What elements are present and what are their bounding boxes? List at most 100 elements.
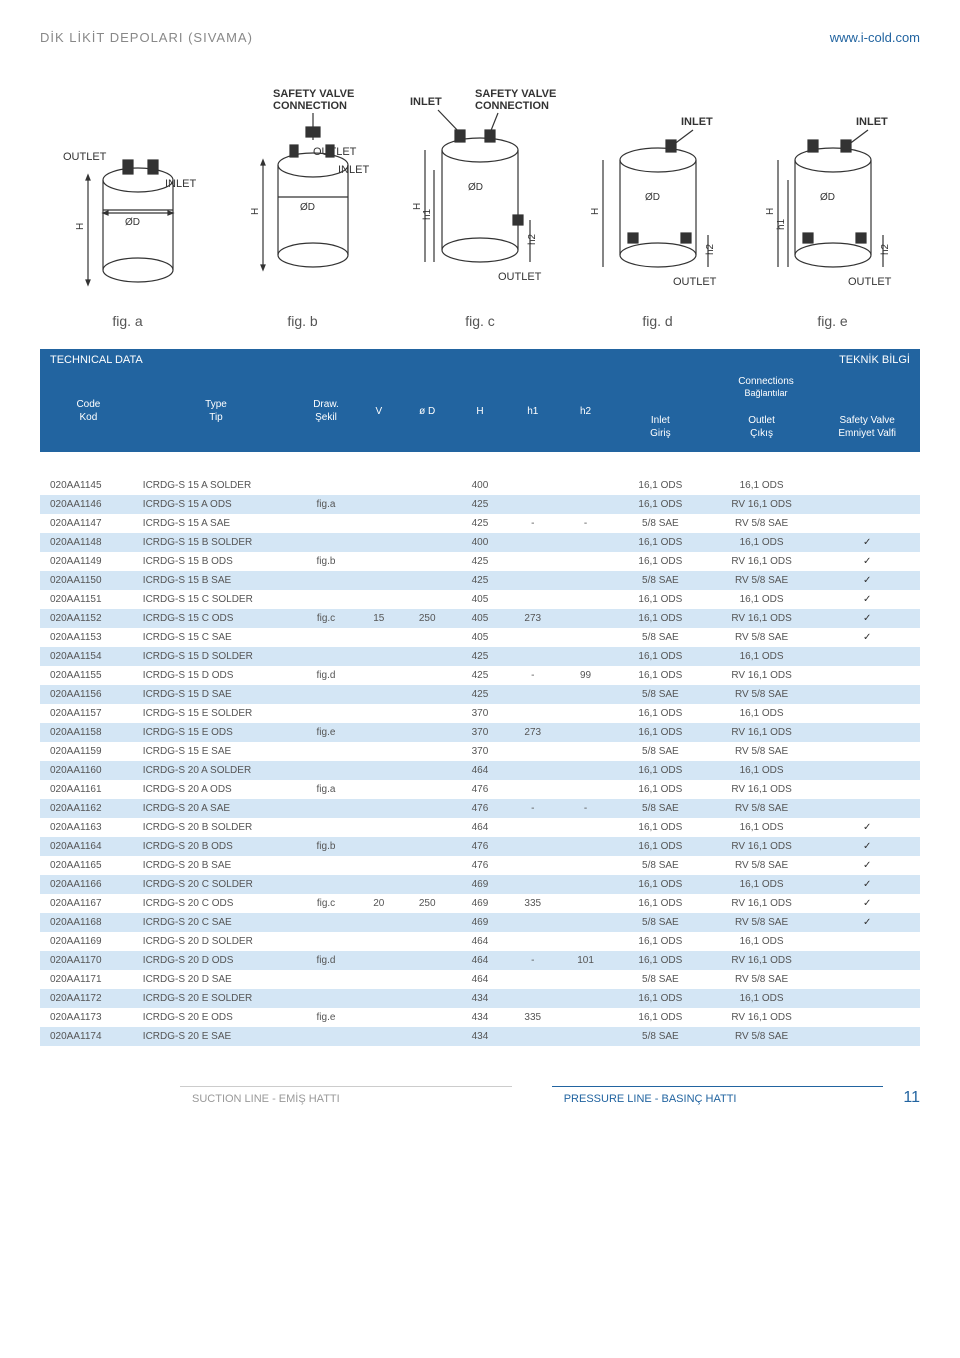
cell-h1: - bbox=[506, 951, 559, 970]
cell-code: 020AA1148 bbox=[40, 533, 137, 552]
cell-code: 020AA1174 bbox=[40, 1027, 137, 1046]
cell-h1 bbox=[506, 704, 559, 723]
band-right: TEKNİK BİLGİ bbox=[839, 354, 910, 366]
cell-inlet: 16,1 ODS bbox=[612, 875, 709, 894]
cell-type: ICRDG-S 15 E ODS bbox=[137, 723, 295, 742]
cell-h1 bbox=[506, 476, 559, 495]
cell-sv bbox=[814, 514, 920, 533]
cell-inlet: 16,1 ODS bbox=[612, 837, 709, 856]
cell-code: 020AA1146 bbox=[40, 495, 137, 514]
table-row: 020AA1158ICRDG-S 15 E ODSfig.e37027316,1… bbox=[40, 723, 920, 742]
cell-draw bbox=[295, 571, 357, 590]
cell-sv: ✓ bbox=[814, 894, 920, 913]
cell-oD bbox=[401, 704, 454, 723]
cell-outlet: RV 5/8 SAE bbox=[709, 1027, 815, 1046]
cell-outlet: 16,1 ODS bbox=[709, 476, 815, 495]
cell-oD bbox=[401, 913, 454, 932]
cell-type: ICRDG-S 15 B ODS bbox=[137, 552, 295, 571]
cell-h1 bbox=[506, 571, 559, 590]
cell-h1 bbox=[506, 1027, 559, 1046]
cell-V bbox=[357, 1027, 401, 1046]
cell-inlet: 16,1 ODS bbox=[612, 894, 709, 913]
cell-oD bbox=[401, 742, 454, 761]
table-row: 020AA1161ICRDG-S 20 A ODSfig.a47616,1 OD… bbox=[40, 780, 920, 799]
fig-b-label: fig. b bbox=[287, 313, 317, 329]
cell-inlet: 16,1 ODS bbox=[612, 1008, 709, 1027]
cell-code: 020AA1156 bbox=[40, 685, 137, 704]
cell-h2 bbox=[559, 495, 612, 514]
cell-H: 400 bbox=[454, 533, 507, 552]
col-draw: Draw. Şekil bbox=[295, 371, 357, 452]
svg-text:INLET: INLET bbox=[165, 178, 196, 190]
cell-type: ICRDG-S 20 B SOLDER bbox=[137, 818, 295, 837]
svg-text:INLET: INLET bbox=[338, 164, 369, 176]
table-row: 020AA1154ICRDG-S 15 D SOLDER42516,1 ODS1… bbox=[40, 647, 920, 666]
cell-h1 bbox=[506, 685, 559, 704]
cell-h2 bbox=[559, 533, 612, 552]
cell-outlet: 16,1 ODS bbox=[709, 875, 815, 894]
table-row: 020AA1163ICRDG-S 20 B SOLDER46416,1 ODS1… bbox=[40, 818, 920, 837]
cell-code: 020AA1167 bbox=[40, 894, 137, 913]
cell-draw bbox=[295, 856, 357, 875]
col-v: V bbox=[357, 371, 401, 452]
cell-h2 bbox=[559, 685, 612, 704]
cell-h1 bbox=[506, 989, 559, 1008]
cell-H: 425 bbox=[454, 552, 507, 571]
cell-oD bbox=[401, 647, 454, 666]
cell-code: 020AA1157 bbox=[40, 704, 137, 723]
cell-h2 bbox=[559, 1027, 612, 1046]
cell-H: 425 bbox=[454, 685, 507, 704]
svg-text:SAFETY VALVE: SAFETY VALVE bbox=[273, 88, 354, 100]
cell-type: ICRDG-S 20 A ODS bbox=[137, 780, 295, 799]
cell-h2 bbox=[559, 970, 612, 989]
cell-h2 bbox=[559, 856, 612, 875]
cell-inlet: 5/8 SAE bbox=[612, 685, 709, 704]
cell-type: ICRDG-S 20 C SOLDER bbox=[137, 875, 295, 894]
cell-H: 464 bbox=[454, 951, 507, 970]
cell-inlet: 16,1 ODS bbox=[612, 818, 709, 837]
cell-sv bbox=[814, 780, 920, 799]
cell-code: 020AA1153 bbox=[40, 628, 137, 647]
cell-code: 020AA1168 bbox=[40, 913, 137, 932]
cell-h2 bbox=[559, 780, 612, 799]
cell-h2 bbox=[559, 742, 612, 761]
svg-text:ØD: ØD bbox=[300, 202, 315, 213]
table-row: 020AA1151ICRDG-S 15 C SOLDER40516,1 ODS1… bbox=[40, 590, 920, 609]
cell-oD bbox=[401, 666, 454, 685]
svg-text:h1: h1 bbox=[776, 218, 787, 230]
cell-oD bbox=[401, 951, 454, 970]
cell-sv: ✓ bbox=[814, 856, 920, 875]
cell-type: ICRDG-S 20 D ODS bbox=[137, 951, 295, 970]
fig-c-label: fig. c bbox=[465, 313, 495, 329]
tank-diagram-e: INLET H h1 h2 ØD bbox=[748, 85, 918, 305]
cell-h2 bbox=[559, 913, 612, 932]
cell-sv: ✓ bbox=[814, 818, 920, 837]
cell-draw bbox=[295, 913, 357, 932]
cell-draw: fig.a bbox=[295, 780, 357, 799]
cell-sv bbox=[814, 647, 920, 666]
cell-draw: fig.b bbox=[295, 552, 357, 571]
table-row: 020AA1171ICRDG-S 20 D SAE4645/8 SAERV 5/… bbox=[40, 970, 920, 989]
cell-outlet: RV 16,1 ODS bbox=[709, 723, 815, 742]
cell-h1: - bbox=[506, 666, 559, 685]
fig-d-label: fig. d bbox=[642, 313, 672, 329]
cell-inlet: 5/8 SAE bbox=[612, 799, 709, 818]
cell-oD bbox=[401, 495, 454, 514]
table-row: 020AA1145ICRDG-S 15 A SOLDER40016,1 ODS1… bbox=[40, 476, 920, 495]
cell-type: ICRDG-S 20 E ODS bbox=[137, 1008, 295, 1027]
cell-inlet: 5/8 SAE bbox=[612, 856, 709, 875]
cell-type: ICRDG-S 15 A ODS bbox=[137, 495, 295, 514]
cell-sv bbox=[814, 1008, 920, 1027]
table-row: 020AA1159ICRDG-S 15 E SAE3705/8 SAERV 5/… bbox=[40, 742, 920, 761]
cell-inlet: 16,1 ODS bbox=[612, 761, 709, 780]
cell-oD bbox=[401, 552, 454, 571]
cell-h2 bbox=[559, 837, 612, 856]
cell-code: 020AA1159 bbox=[40, 742, 137, 761]
cell-sv: ✓ bbox=[814, 533, 920, 552]
col-safety: Safety Valve Emniyet Valfi bbox=[814, 402, 920, 452]
cell-type: ICRDG-S 20 A SAE bbox=[137, 799, 295, 818]
table-row: 020AA1153ICRDG-S 15 C SAE4055/8 SAERV 5/… bbox=[40, 628, 920, 647]
table-row: 020AA1162ICRDG-S 20 A SAE476--5/8 SAERV … bbox=[40, 799, 920, 818]
col-code: Code Kod bbox=[40, 371, 137, 452]
cell-type: ICRDG-S 20 D SAE bbox=[137, 970, 295, 989]
